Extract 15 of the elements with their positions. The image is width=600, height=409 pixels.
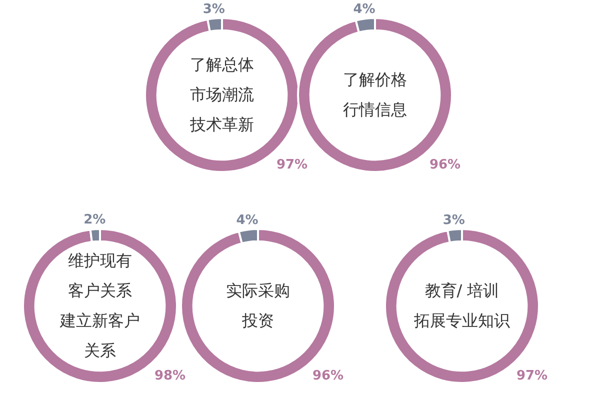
data-label: 98% xyxy=(154,368,186,384)
text: 教育/ 培训拓展专业知识 xyxy=(414,280,510,332)
data-label: 4% xyxy=(353,2,376,18)
text: 维护现有客户关系建立新客户关系 xyxy=(60,250,140,362)
data-label: 4% xyxy=(236,213,258,228)
data-label: 3% xyxy=(202,2,225,17)
data-label: 2% xyxy=(84,212,106,228)
text: 了解价格行情信息 xyxy=(343,69,407,121)
data-label: 96% xyxy=(312,368,344,384)
data-label: 97% xyxy=(276,157,308,172)
text: 了解总体市场潮流技术革新 xyxy=(190,54,254,136)
data-label: 3% xyxy=(442,212,465,228)
data-label: 96% xyxy=(429,157,461,172)
text: 实际采购投资 xyxy=(226,280,290,332)
data-label: 97% xyxy=(516,368,548,384)
